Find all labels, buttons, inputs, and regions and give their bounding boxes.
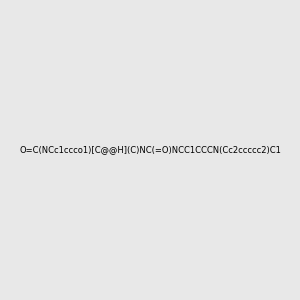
Text: O=C(NCc1ccco1)[C@@H](C)NC(=O)NCC1CCCN(Cc2ccccc2)C1: O=C(NCc1ccco1)[C@@H](C)NC(=O)NCC1CCCN(Cc… [19, 146, 281, 154]
